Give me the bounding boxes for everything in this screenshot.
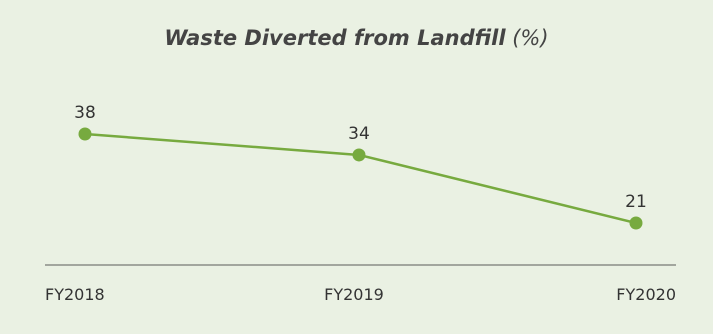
data-point-fy2020 — [629, 216, 643, 230]
x-tick-label-fy2019: FY2019 — [324, 285, 384, 304]
data-point-fy2018 — [78, 127, 92, 141]
x-tick-label-fy2020: FY2020 — [616, 285, 676, 304]
series-line — [84, 132, 637, 225]
data-label-fy2019: 34 — [348, 124, 370, 144]
chart-title-unit: (%) — [512, 26, 549, 50]
chart-title-main: Waste Diverted from Landfill — [164, 26, 506, 50]
chart-title: Waste Diverted from Landfill (%) — [0, 26, 713, 50]
data-point-fy2019 — [352, 148, 366, 162]
data-label-fy2018: 38 — [74, 103, 96, 123]
x-tick-label-fy2018: FY2018 — [45, 285, 105, 304]
data-label-fy2020: 21 — [625, 192, 647, 212]
